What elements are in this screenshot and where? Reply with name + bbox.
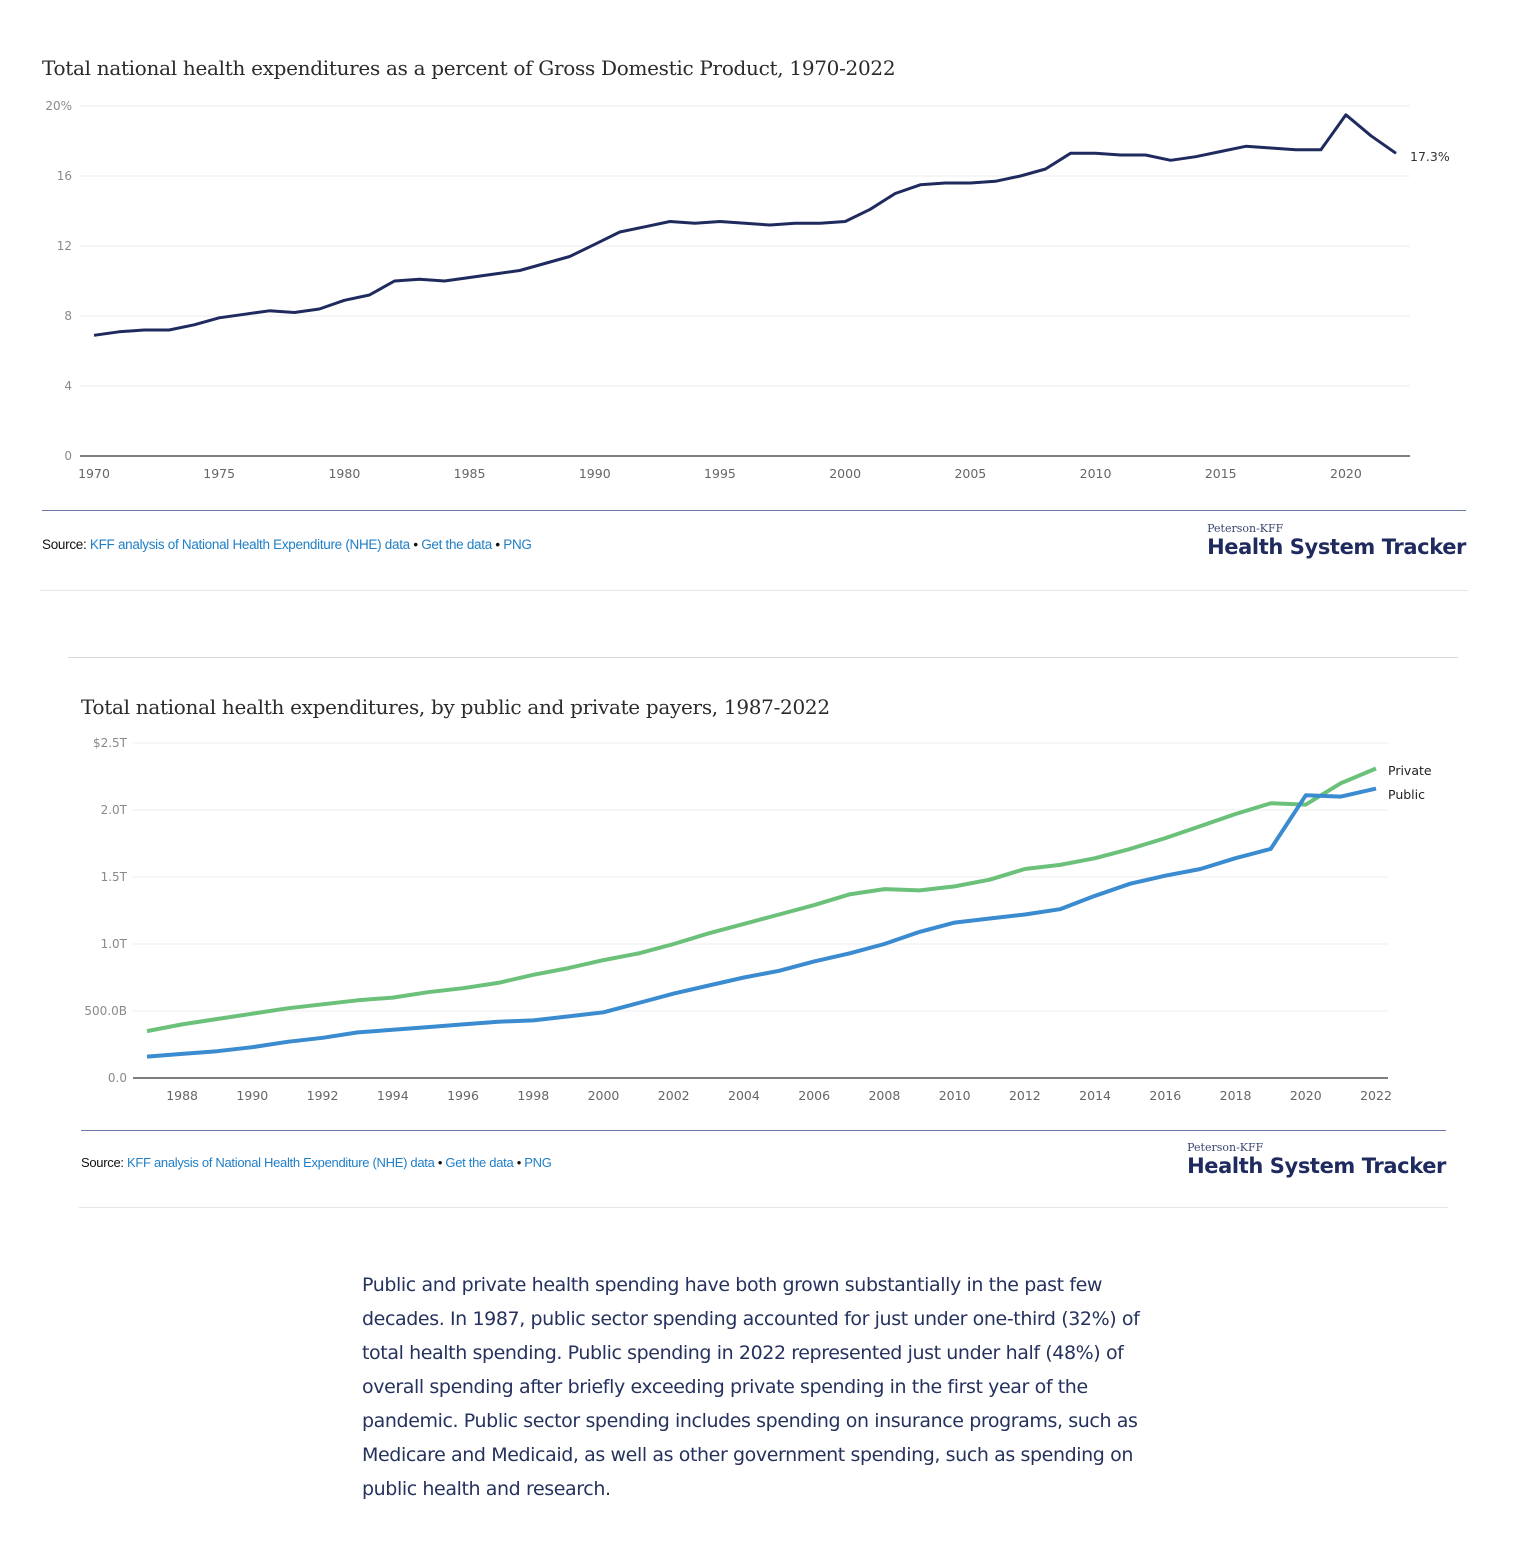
x-tick-label: 1990 bbox=[236, 1088, 268, 1103]
separator: • bbox=[495, 537, 500, 552]
chart1-source: Source: KFF analysis of National Health … bbox=[42, 537, 532, 552]
x-tick-label: 1998 bbox=[517, 1088, 549, 1103]
png-link[interactable]: PNG bbox=[503, 537, 532, 552]
x-tick-label: 1996 bbox=[447, 1088, 479, 1103]
series-line-private bbox=[146, 766, 1377, 1034]
chart2-plot: 0.0 500.0B 1.0T 1.5T 2.0T $2.5T 1988 1990 1992 19… bbox=[84, 736, 1432, 1103]
separator: • bbox=[516, 1155, 522, 1170]
x-tick-label: 2018 bbox=[1220, 1088, 1252, 1103]
x-tick-label: 1994 bbox=[377, 1088, 409, 1103]
x-tick-label: 1992 bbox=[307, 1088, 339, 1103]
chart2-source: Source: KFF analysis of National Health … bbox=[81, 1155, 552, 1170]
y-tick-label: 500.0B bbox=[84, 1004, 127, 1018]
x-tick-label: 2022 bbox=[1360, 1088, 1392, 1103]
y-tick-label: 12 bbox=[57, 239, 72, 253]
logo-small: Peterson-KFF bbox=[1207, 522, 1284, 535]
source-link[interactable]: KFF analysis of National Health Expendit… bbox=[89, 537, 410, 552]
chart1-plot: 0 4 8 12 16 20% 1970 1975 1980 1985 1990 1995 2000 20… bbox=[45, 99, 1450, 481]
x-tick-label: 1985 bbox=[454, 466, 486, 481]
x-tick-label: 1980 bbox=[328, 466, 360, 481]
separator: • bbox=[437, 1155, 443, 1170]
y-tick-label: 1.5T bbox=[101, 870, 128, 884]
x-tick-label: 2016 bbox=[1149, 1088, 1181, 1103]
get-data-link[interactable]: Get the data bbox=[421, 537, 492, 552]
x-tick-label: 2015 bbox=[1205, 466, 1237, 481]
y-tick-label: 4 bbox=[64, 379, 72, 393]
chart1-divider bbox=[42, 510, 1466, 511]
x-tick-label: 2008 bbox=[868, 1088, 900, 1103]
x-tick-label: 2004 bbox=[728, 1088, 760, 1103]
x-tick-label: 1990 bbox=[579, 466, 611, 481]
separator-line bbox=[68, 657, 1458, 658]
source-label: Source: bbox=[81, 1155, 124, 1170]
y-tick-label: $2.5T bbox=[93, 736, 128, 750]
x-tick-label: 1975 bbox=[203, 466, 235, 481]
x-tick-label: 2020 bbox=[1330, 466, 1362, 481]
legend-label-public: Public bbox=[1388, 787, 1425, 802]
png-link[interactable]: PNG bbox=[524, 1155, 552, 1170]
series-line-public bbox=[146, 786, 1377, 1059]
y-tick-label: 0 bbox=[64, 449, 72, 463]
source-link[interactable]: KFF analysis of National Health Expendit… bbox=[127, 1155, 435, 1170]
x-tick-label: 2014 bbox=[1079, 1088, 1111, 1103]
source-label: Source: bbox=[42, 537, 87, 552]
chart1-title: Total national health expenditures as a … bbox=[42, 56, 896, 80]
chart2-divider bbox=[81, 1130, 1446, 1131]
end-value-label: 17.3% bbox=[1410, 149, 1450, 164]
separator-line bbox=[40, 590, 1468, 591]
x-tick-label: 2002 bbox=[658, 1088, 690, 1103]
y-tick-label: 20% bbox=[45, 99, 72, 113]
logo-big: Health System Tracker bbox=[1187, 1154, 1446, 1178]
separator-line bbox=[79, 1207, 1448, 1208]
logo: Peterson-KFF Health System Tracker bbox=[1207, 522, 1466, 559]
x-tick-label: 2010 bbox=[1080, 466, 1112, 481]
x-tick-label: 2005 bbox=[954, 466, 986, 481]
get-data-link[interactable]: Get the data bbox=[445, 1155, 514, 1170]
x-tick-label: 2012 bbox=[1009, 1088, 1041, 1103]
logo-small: Peterson-KFF bbox=[1187, 1141, 1264, 1154]
x-tick-label: 1988 bbox=[166, 1088, 198, 1103]
x-tick-label: 1995 bbox=[704, 466, 736, 481]
x-tick-label: 2020 bbox=[1290, 1088, 1322, 1103]
legend-label-private: Private bbox=[1388, 763, 1432, 778]
x-tick-label: 2006 bbox=[798, 1088, 830, 1103]
y-tick-label: 2.0T bbox=[101, 803, 128, 817]
series-line-gdp-share bbox=[93, 113, 1397, 337]
x-tick-label: 2010 bbox=[939, 1088, 971, 1103]
y-tick-label: 8 bbox=[64, 309, 72, 323]
separator: • bbox=[413, 537, 418, 552]
y-tick-label: 16 bbox=[57, 169, 72, 183]
chart2-title: Total national health expenditures, by p… bbox=[81, 695, 830, 719]
logo-big: Health System Tracker bbox=[1207, 535, 1466, 559]
logo: Peterson-KFF Health System Tracker bbox=[1187, 1141, 1446, 1178]
y-tick-label: 0.0 bbox=[108, 1071, 127, 1085]
body-paragraph: Public and private health spending have … bbox=[362, 1274, 1140, 1500]
x-tick-label: 1970 bbox=[78, 466, 110, 481]
x-tick-label: 2000 bbox=[588, 1088, 620, 1103]
x-tick-label: 2000 bbox=[829, 466, 861, 481]
y-tick-label: 1.0T bbox=[101, 937, 128, 951]
